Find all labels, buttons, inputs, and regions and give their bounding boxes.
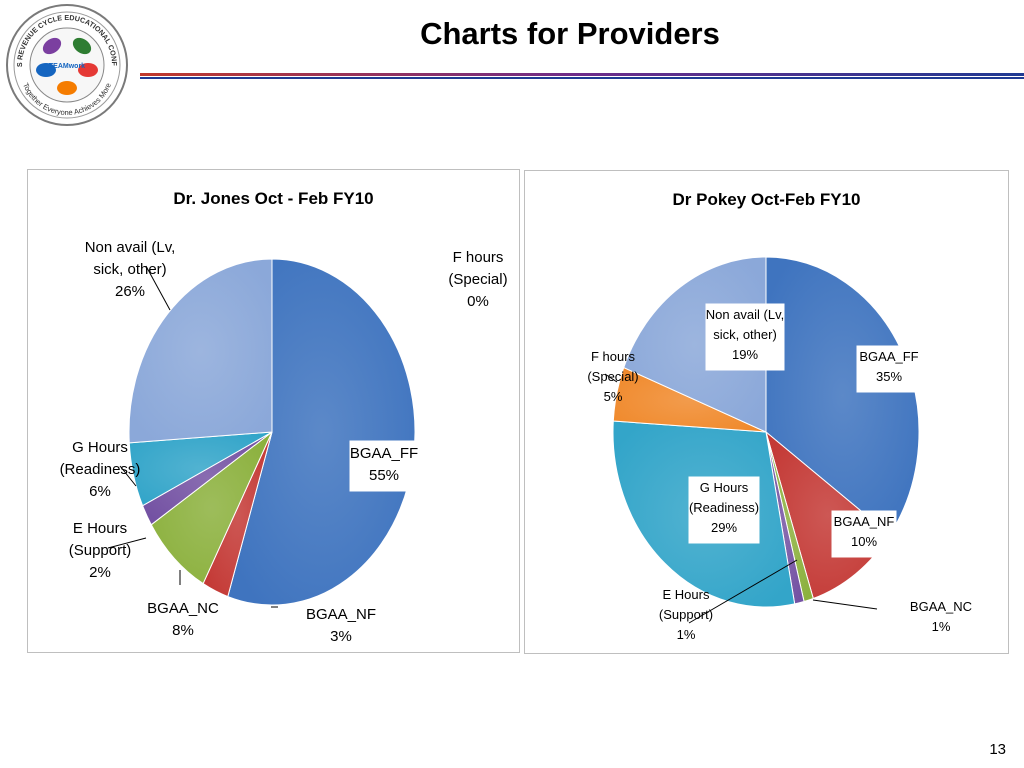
conference-logo: 2011 MHS REVENUE CYCLE EDUCATIONAL CONFE… xyxy=(1,0,130,128)
leader-line xyxy=(688,559,798,624)
leader-line xyxy=(119,465,137,487)
data-label-g-hours-readiness: G Hours (Readiness) 6% xyxy=(60,439,141,500)
data-label-text: E Hours (Support) 2% xyxy=(69,520,132,581)
data-label-text: G Hours (Readiness) 29% xyxy=(689,480,759,535)
data-label-f-hours-special: F hours (Special) 5% xyxy=(587,349,638,404)
label-box xyxy=(349,440,419,492)
data-label-e-hours-support: E Hours (Support) 1% xyxy=(659,559,798,642)
chart-title: Dr Pokey Oct-Feb FY10 xyxy=(672,190,860,209)
label-box xyxy=(856,345,922,393)
label-box xyxy=(831,510,897,558)
data-label-text: BGAA_FF 55% xyxy=(350,445,418,484)
slide-title: Charts for Providers xyxy=(420,16,720,51)
logo-center-text: TEAMwork xyxy=(49,63,85,70)
pie-chart-dr-jones: Dr. Jones Oct - Feb FY10 BGAA_FF 55% BGAA_N… xyxy=(60,189,508,645)
data-label-bgaa-ff: BGAA_FF 55% xyxy=(349,440,419,492)
data-label-g-hours-readiness: G Hours (Readiness) 29% xyxy=(688,476,760,544)
chart-dr-pokey: Dr Pokey Oct-Feb FY10 BGAA_FF 35% BGAA_NF 10… xyxy=(524,170,1009,654)
leader-line xyxy=(107,537,147,549)
data-label-text: F hours (Special) 5% xyxy=(587,349,638,404)
data-label-text: F hours (Special) 0% xyxy=(448,249,507,310)
data-label-bgaa-nc: BGAA_NC 1% xyxy=(812,599,972,634)
chart-dr-jones: Dr. Jones Oct - Feb FY10 BGAA_FF 55% BGAA_N… xyxy=(27,169,520,653)
pie-slice-non-avail-lv-sick-other xyxy=(623,256,767,433)
data-label-e-hours-support: E Hours (Support) 2% xyxy=(69,520,147,581)
data-label-text: Non avail (Lv, sick, other) 26% xyxy=(85,239,176,300)
data-label-bgaa-ff: BGAA_FF 35% xyxy=(856,345,922,393)
data-label-text: E Hours (Support) 1% xyxy=(659,587,713,642)
page-number: 13 xyxy=(989,741,1006,758)
label-box xyxy=(688,476,760,544)
pie-slices xyxy=(128,258,416,606)
data-label-bgaa-nf: BGAA_NF 3% xyxy=(271,606,376,645)
data-label-text: BGAA_NC 1% xyxy=(910,599,972,634)
logo-graphic: 2011 MHS REVENUE CYCLE EDUCATIONAL CONFE… xyxy=(1,0,128,126)
label-box xyxy=(705,303,785,371)
pie-slice-non-avail-lv-sick-other xyxy=(128,258,273,444)
leader-line xyxy=(604,373,618,383)
logo-hands xyxy=(36,37,98,95)
data-label-text: G Hours (Readiness) 6% xyxy=(60,439,141,500)
data-label-f-hours-special: F hours (Special) 0% xyxy=(448,249,507,310)
pie-chart-dr-pokey: Dr Pokey Oct-Feb FY10 BGAA_FF 35% BGAA_NF 10… xyxy=(587,190,972,642)
data-label-bgaa-nc: BGAA_NC 8% xyxy=(147,570,219,639)
data-label-non-avail-lv-sick-other: Non avail (Lv, sick, other) 19% xyxy=(705,303,785,371)
data-label-text: Non avail (Lv, sick, other) 19% xyxy=(706,307,785,362)
chart-title: Dr. Jones Oct - Feb FY10 xyxy=(173,189,373,208)
data-label-text: BGAA_NF 3% xyxy=(306,606,376,645)
title-rule xyxy=(140,73,1024,79)
data-label-non-avail-lv-sick-other: Non avail (Lv, sick, other) 26% xyxy=(85,239,176,311)
data-label-bgaa-nf: BGAA_NF 10% xyxy=(831,510,897,558)
data-label-text: BGAA_FF 35% xyxy=(859,349,918,384)
data-label-text: BGAA_NC 8% xyxy=(147,600,219,639)
data-label-text: BGAA_NF 10% xyxy=(834,514,895,549)
leader-line xyxy=(145,265,171,311)
leader-line xyxy=(812,599,878,610)
